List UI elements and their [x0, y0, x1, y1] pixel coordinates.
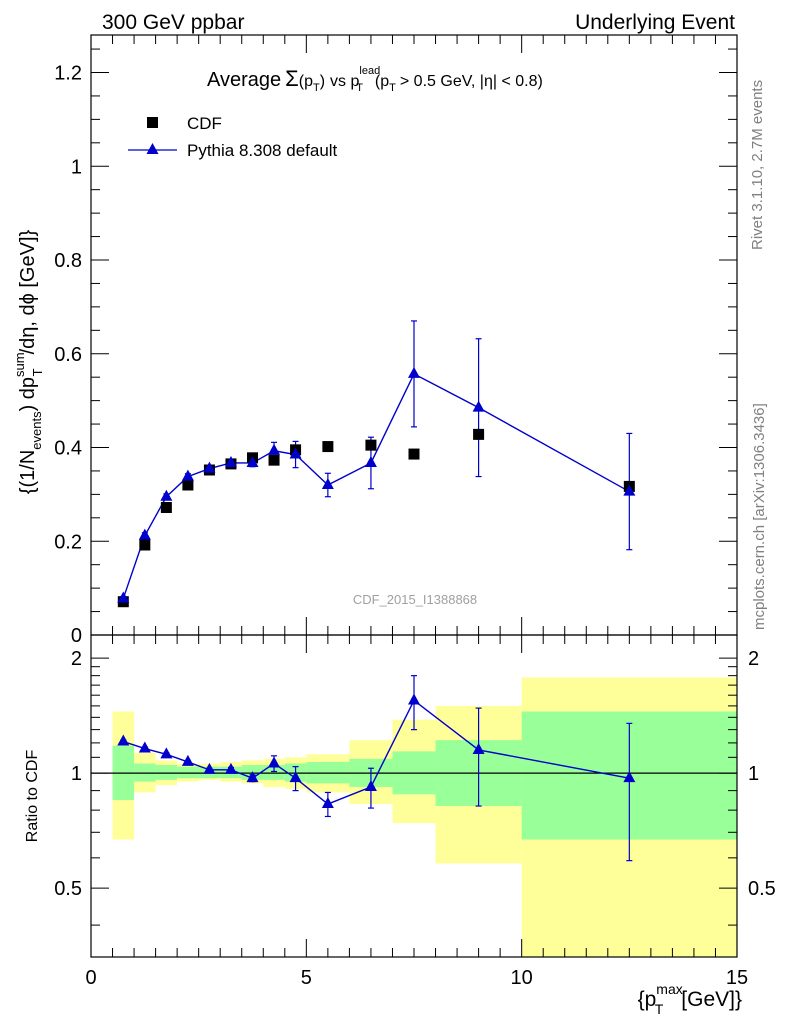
- ratio-y-tick-label: 2: [71, 648, 82, 670]
- main-y-tick-label: 0.6: [54, 344, 82, 366]
- mc-data-point: [289, 447, 302, 459]
- analysis-watermark: CDF_2015_I1388868: [353, 592, 477, 607]
- ratio-inner-band: [177, 766, 199, 779]
- ratio-data-point: [408, 693, 420, 705]
- rivet-version-label: Rivet 3.1.10, 2.7M events: [749, 80, 766, 250]
- ratio-data-point: [321, 797, 334, 809]
- ratio-inner-band: [263, 765, 285, 780]
- ratio-y-tick-label-right: 2: [748, 648, 759, 670]
- cdf-data-point: [408, 448, 420, 460]
- mc-data-point: [203, 461, 216, 473]
- ratio-data-point: [268, 756, 281, 768]
- legend-cdf-label: CDF: [187, 114, 222, 133]
- main-marks: [117, 320, 636, 608]
- main-y-tick-label: 1.2: [54, 63, 82, 85]
- ratio-data-point: [117, 734, 130, 746]
- mc-data-point: [224, 455, 237, 467]
- x-tick-label: 10: [511, 967, 533, 989]
- mc-series-line: [122, 372, 630, 599]
- mc-data-point: [181, 469, 194, 481]
- main-y-tick-label: 0: [71, 625, 82, 647]
- mc-data-point: [160, 489, 173, 501]
- main-y-tick-label: 0.4: [54, 438, 82, 460]
- ratio-data-point: [246, 771, 259, 783]
- ratio-data-point: [472, 742, 485, 754]
- legend-mc-label: Pythia 8.308 default: [187, 141, 338, 160]
- mc-data-point: [472, 400, 485, 412]
- x-tick-label: 15: [726, 967, 748, 989]
- legend: CDF Pythia 8.308 default: [128, 114, 338, 160]
- main-y-axis-label: {(1/Nevents) dpsum T/dη, dϕ [GeV]}: [12, 229, 45, 494]
- header-right-label: Underlying Event: [575, 11, 735, 34]
- ratio-ticks: 0.5 0.5 1 1 2 2 0 5 10 15: [54, 635, 776, 989]
- main-title: Average Σ(pT) vs plead T (pT > 0.5 GeV, |η| <…: [207, 65, 543, 94]
- ratio-data-point: [224, 762, 237, 774]
- x-axis-label: {pmax T [GeV]}: [638, 981, 742, 1017]
- x-tick-label: 0: [85, 967, 96, 989]
- mc-data-point: [246, 455, 259, 467]
- main-panel: 0 0.2 0.4 0.6 0.8 1 1.2 Average Σ(pT) vs plead T(…: [12, 34, 738, 647]
- cdf-data-point: [365, 439, 377, 451]
- legend-cdf-marker: [147, 117, 158, 128]
- main-y-tick-label: 0.8: [54, 250, 82, 272]
- x-tick-label: 5: [301, 967, 312, 989]
- cdf-data-point: [473, 428, 485, 440]
- mc-data-point: [138, 528, 151, 540]
- ratio-y-tick-label: 0.5: [54, 878, 82, 900]
- mc-data-point: [623, 484, 636, 496]
- mc-data-point: [117, 591, 130, 603]
- ratio-data-point: [203, 762, 216, 774]
- mc-data-point: [268, 443, 281, 455]
- mc-data-point: [364, 455, 377, 467]
- cdf-data-point: [160, 502, 172, 513]
- ratio-bands: [112, 677, 737, 957]
- cdf-data-point: [268, 454, 280, 466]
- mcplots-label: mcplots.cern.ch [arXiv:1306.3436]: [751, 403, 768, 630]
- main-ticks: 0 0.2 0.4 0.6 0.8 1 1.2: [54, 35, 738, 647]
- ratio-data-point: [181, 754, 194, 766]
- main-y-tick-label: 0.2: [54, 531, 82, 553]
- ratio-frame: [90, 634, 738, 958]
- ratio-data-point: [623, 771, 636, 783]
- ratio-y-tick-label: 1: [71, 763, 82, 785]
- ratio-y-tick-label-right: 0.5: [748, 878, 776, 900]
- cdf-data-point: [139, 539, 151, 551]
- cdf-data-point: [322, 441, 334, 453]
- ratio-data-point: [138, 741, 151, 753]
- ratio-marks: [117, 675, 636, 862]
- mc-data-point: [408, 366, 420, 378]
- ratio-data-point: [364, 779, 377, 791]
- ratio-panel: 0.5 0.5 1 1 2 2 0 5 10 15 Ratio to CDF {pmax T [GeV…: [24, 634, 776, 1017]
- legend-mc-marker: [146, 143, 159, 154]
- main-y-tick-label: 1: [71, 156, 82, 178]
- ratio-y-axis-label: Ratio to CDF: [24, 750, 41, 843]
- cdf-data-point: [182, 479, 194, 491]
- ratio-data-point: [160, 747, 173, 759]
- ratio-y-tick-label-right: 1: [748, 763, 759, 785]
- ratio-data-point: [289, 771, 302, 783]
- header-left-label: 300 GeV ppbar: [102, 11, 244, 34]
- ratio-inner-band: [155, 765, 178, 780]
- mc-data-point: [321, 478, 334, 489]
